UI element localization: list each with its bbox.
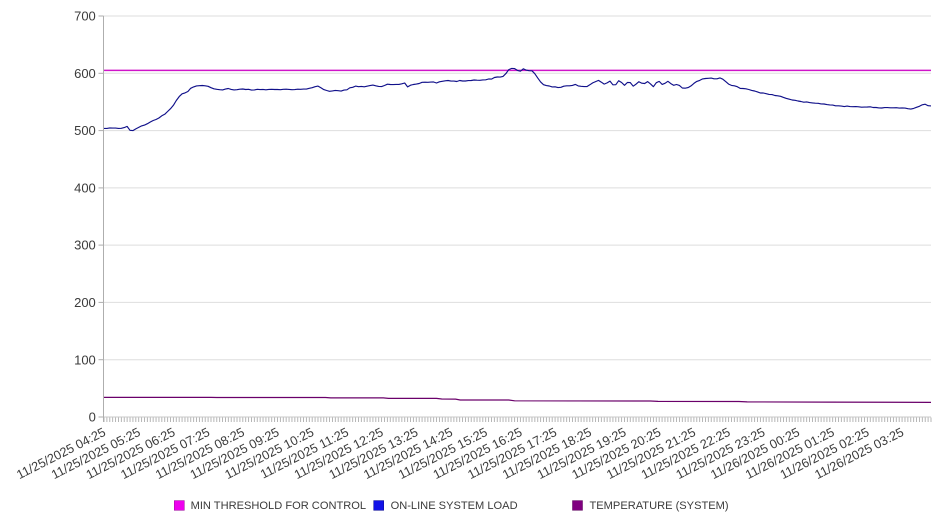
svg-text:600: 600 <box>74 66 96 81</box>
svg-text:400: 400 <box>74 181 96 196</box>
svg-text:ON-LINE SYSTEM LOAD: ON-LINE SYSTEM LOAD <box>391 500 518 512</box>
svg-text:200: 200 <box>74 295 96 310</box>
svg-text:700: 700 <box>74 9 96 24</box>
svg-text:300: 300 <box>74 238 96 253</box>
svg-text:100: 100 <box>74 352 96 367</box>
svg-text:MIN THRESHOLD FOR CONTROL: MIN THRESHOLD FOR CONTROL <box>191 500 366 512</box>
svg-text:TEMPERATURE (SYSTEM): TEMPERATURE (SYSTEM) <box>590 500 729 512</box>
svg-text:500: 500 <box>74 123 96 138</box>
svg-text:0: 0 <box>89 410 96 425</box>
